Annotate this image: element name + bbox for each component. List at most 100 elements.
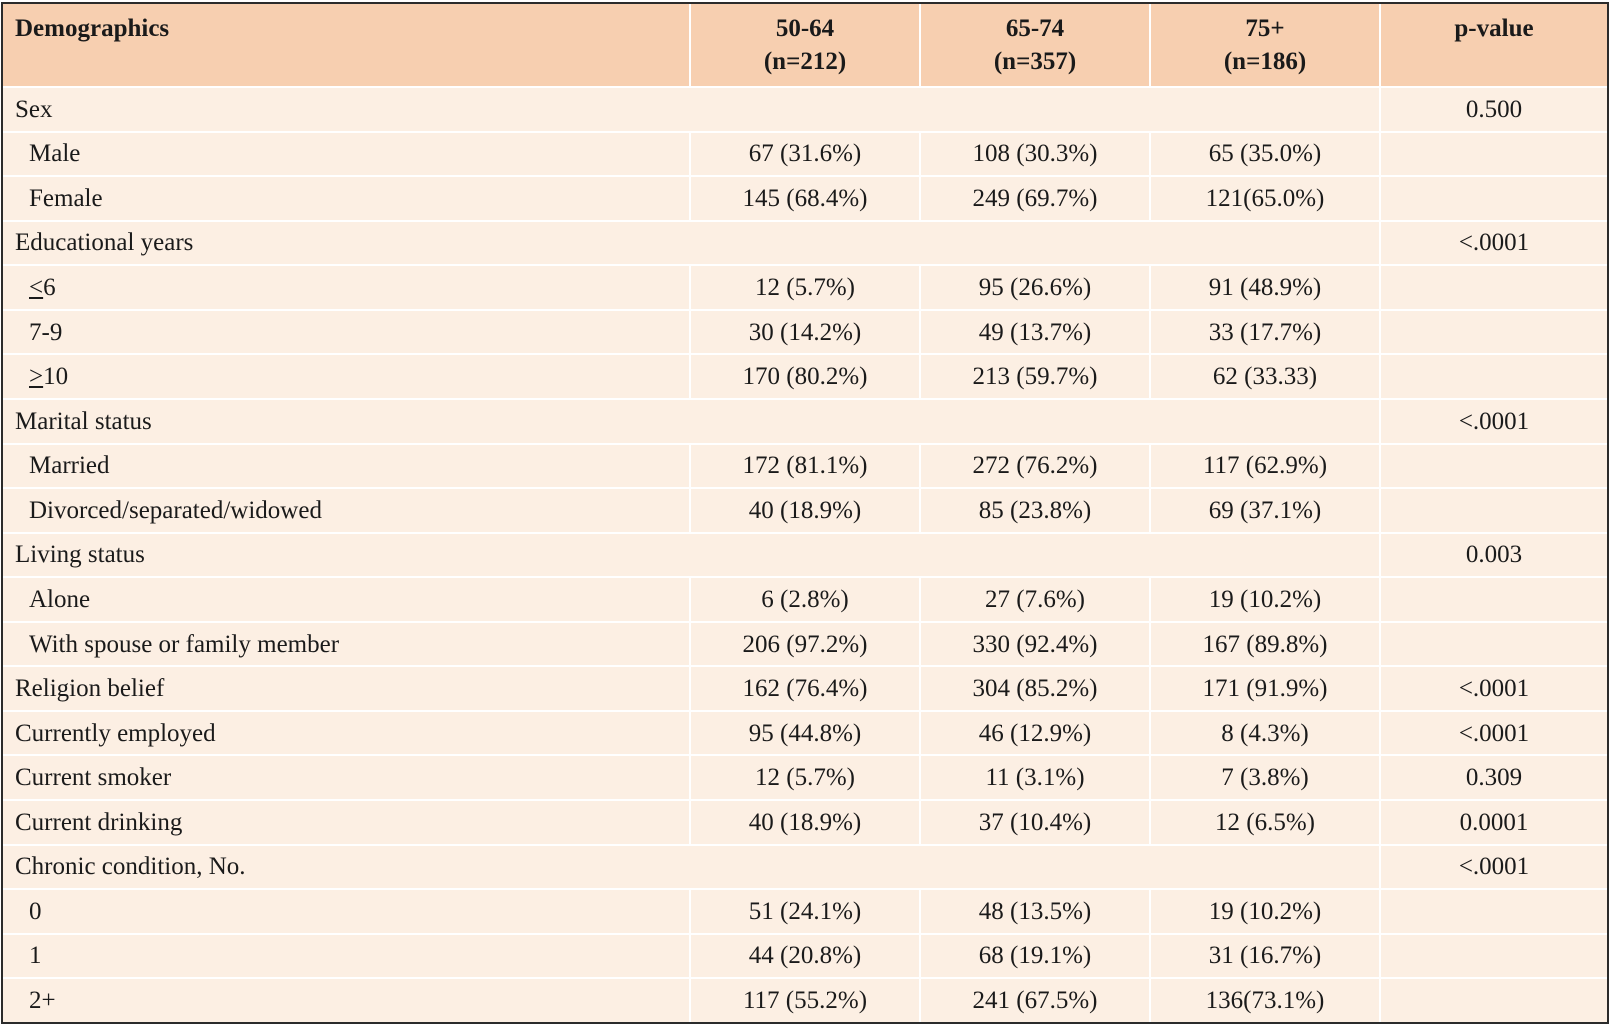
table-row-edu-le6: <6 12 (5.7%) 95 (26.6%) 91 (48.9%) <box>3 264 1607 310</box>
cell-65-74: 304 (85.2%) <box>920 665 1151 711</box>
cell-75-plus: 8 (4.3%) <box>1150 709 1381 756</box>
table-row-educational-years: Educational years <.0001 <box>3 219 1607 266</box>
header-demographics: Demographics <box>3 4 691 87</box>
cell-50-64: 6 (2.8%) <box>690 576 921 622</box>
row-label: >10 <box>3 353 691 399</box>
cell-65-74: 49 (13.7%) <box>920 308 1151 355</box>
group-range: 75+ <box>1245 15 1285 42</box>
cell-75-plus: 136(73.1%) <box>1150 977 1381 1022</box>
table-row-living-status: Living status 0.003 <box>3 531 1607 578</box>
cell-75-plus: 31 (16.7%) <box>1150 932 1381 979</box>
cell-75-plus: 167 (89.8%) <box>1150 620 1381 667</box>
group-n: (n=212) <box>763 48 847 75</box>
group-n: (n=357) <box>993 48 1077 75</box>
cell-50-64: 12 (5.7%) <box>690 754 921 800</box>
cell-75-plus: 121(65.0%) <box>1150 175 1381 221</box>
cell-50-64: 40 (18.9%) <box>690 799 921 845</box>
cell-65-74: 330 (92.4%) <box>920 620 1151 667</box>
table-row-male: Male 67 (31.6%) 108 (30.3%) 65 (35.0%) <box>3 130 1607 177</box>
demographics-table: Demographics 50-64 (n=212) 65-74 (n=357) 7… <box>3 4 1607 1022</box>
p-value-cell: 0.500 <box>1380 86 1607 132</box>
table-row-marital-status: Marital status <.0001 <box>3 397 1607 444</box>
cell-65-74: 213 (59.7%) <box>920 353 1151 399</box>
cell-75-plus: 117 (62.9%) <box>1150 442 1381 489</box>
row-label: Current drinking <box>3 799 691 845</box>
row-label: Chronic condition, No. <box>3 843 690 890</box>
cell-75-plus: 19 (10.2%) <box>1150 576 1381 622</box>
cell-50-64: 67 (31.6%) <box>690 130 921 177</box>
table-row-chronic-2plus: 2+ 117 (55.2%) 241 (67.5%) 136(73.1%) <box>3 977 1607 1022</box>
row-label: 0 <box>3 888 691 934</box>
cell-75-plus: 65 (35.0%) <box>1150 130 1381 177</box>
cell-50-64: 117 (55.2%) <box>690 977 921 1022</box>
header-group-50-64: 50-64 (n=212) <box>690 4 921 87</box>
cell-75-plus: 12 (6.5%) <box>1150 799 1381 845</box>
header-row: Demographics 50-64 (n=212) 65-74 (n=357) 7… <box>3 4 1607 87</box>
row-label: Divorced/separated/widowed <box>3 487 691 533</box>
cell-75-plus: 62 (33.33) <box>1150 353 1381 399</box>
cell-75-plus: 69 (37.1%) <box>1150 487 1381 533</box>
row-label-number: 10 <box>43 363 69 391</box>
cell-65-74: 85 (23.8%) <box>920 487 1151 533</box>
p-value-cell: <.0001 <box>1380 665 1607 711</box>
cell-75-plus: 19 (10.2%) <box>1150 888 1381 934</box>
row-label: Marital status <box>3 397 690 444</box>
p-value-cell: 0.003 <box>1380 531 1607 578</box>
table-row-chronic-condition: Chronic condition, No. <.0001 <box>3 843 1607 890</box>
table-row-chronic-0: 0 51 (24.1%) 48 (13.5%) 19 (10.2%) <box>3 888 1607 934</box>
cell-65-74: 48 (13.5%) <box>920 888 1151 934</box>
row-label: Female <box>3 175 691 221</box>
cell-50-64: 170 (80.2%) <box>690 353 921 399</box>
row-label: With spouse or family member <box>3 620 691 667</box>
less-equal-symbol: < <box>29 274 44 302</box>
row-label: Current smoker <box>3 754 691 800</box>
table-row-edu-ge10: >10 170 (80.2%) 213 (59.7%) 62 (33.33) <box>3 353 1607 399</box>
cell-50-64: 95 (44.8%) <box>690 709 921 756</box>
cell-50-64: 145 (68.4%) <box>690 175 921 221</box>
header-group-75-plus: 75+ (n=186) <box>1150 4 1381 87</box>
cell-65-74: 108 (30.3%) <box>920 130 1151 177</box>
p-value-cell: <.0001 <box>1380 397 1607 444</box>
group-range: 65-74 <box>1005 15 1065 42</box>
group-range: 50-64 <box>775 15 835 42</box>
table-row-smoker: Current smoker 12 (5.7%) 11 (3.1%) 7 (3.… <box>3 754 1607 800</box>
row-label: 2+ <box>3 977 691 1022</box>
table-row-divorced: Divorced/separated/widowed 40 (18.9%) 85… <box>3 487 1607 533</box>
cell-65-74: 249 (69.7%) <box>920 175 1151 221</box>
cell-75-plus: 171 (91.9%) <box>1150 665 1381 711</box>
table-row-married: Married 172 (81.1%) 272 (76.2%) 117 (62.… <box>3 442 1607 489</box>
cell-65-74: 241 (67.5%) <box>920 977 1151 1022</box>
cell-50-64: 172 (81.1%) <box>690 442 921 489</box>
cell-50-64: 51 (24.1%) <box>690 888 921 934</box>
table-row-employed: Currently employed 95 (44.8%) 46 (12.9%)… <box>3 709 1607 756</box>
p-value-cell: 0.0001 <box>1380 799 1607 845</box>
row-label: <6 <box>3 264 691 310</box>
header-group-65-74: 65-74 (n=357) <box>920 4 1151 87</box>
cell-50-64: 12 (5.7%) <box>690 264 921 310</box>
greater-equal-symbol: > <box>29 363 44 391</box>
cell-65-74: 27 (7.6%) <box>920 576 1151 622</box>
row-label: Living status <box>3 531 690 578</box>
cell-65-74: 272 (76.2%) <box>920 442 1151 489</box>
row-label-number: 6 <box>43 274 56 302</box>
table-row-edu-7-9: 7-9 30 (14.2%) 49 (13.7%) 33 (17.7%) <box>3 308 1607 355</box>
table-row-with-spouse: With spouse or family member 206 (97.2%)… <box>3 620 1607 667</box>
row-label: Religion belief <box>3 665 691 711</box>
cell-75-plus: 91 (48.9%) <box>1150 264 1381 310</box>
table-row-female: Female 145 (68.4%) 249 (69.7%) 121(65.0%… <box>3 175 1607 221</box>
group-n: (n=186) <box>1223 48 1307 75</box>
cell-50-64: 162 (76.4%) <box>690 665 921 711</box>
cell-65-74: 95 (26.6%) <box>920 264 1151 310</box>
header-p-value: p-value <box>1380 4 1607 87</box>
row-label: 7-9 <box>3 308 691 355</box>
cell-50-64: 30 (14.2%) <box>690 308 921 355</box>
p-value-cell: 0.309 <box>1380 754 1607 800</box>
row-label: Educational years <box>3 219 690 266</box>
cell-75-plus: 33 (17.7%) <box>1150 308 1381 355</box>
cell-75-plus: 7 (3.8%) <box>1150 754 1381 800</box>
cell-65-74: 11 (3.1%) <box>920 754 1151 800</box>
table-row-religion: Religion belief 162 (76.4%) 304 (85.2%) … <box>3 665 1607 711</box>
table-row-chronic-1: 1 44 (20.8%) 68 (19.1%) 31 (16.7%) <box>3 932 1607 979</box>
cell-50-64: 206 (97.2%) <box>690 620 921 667</box>
